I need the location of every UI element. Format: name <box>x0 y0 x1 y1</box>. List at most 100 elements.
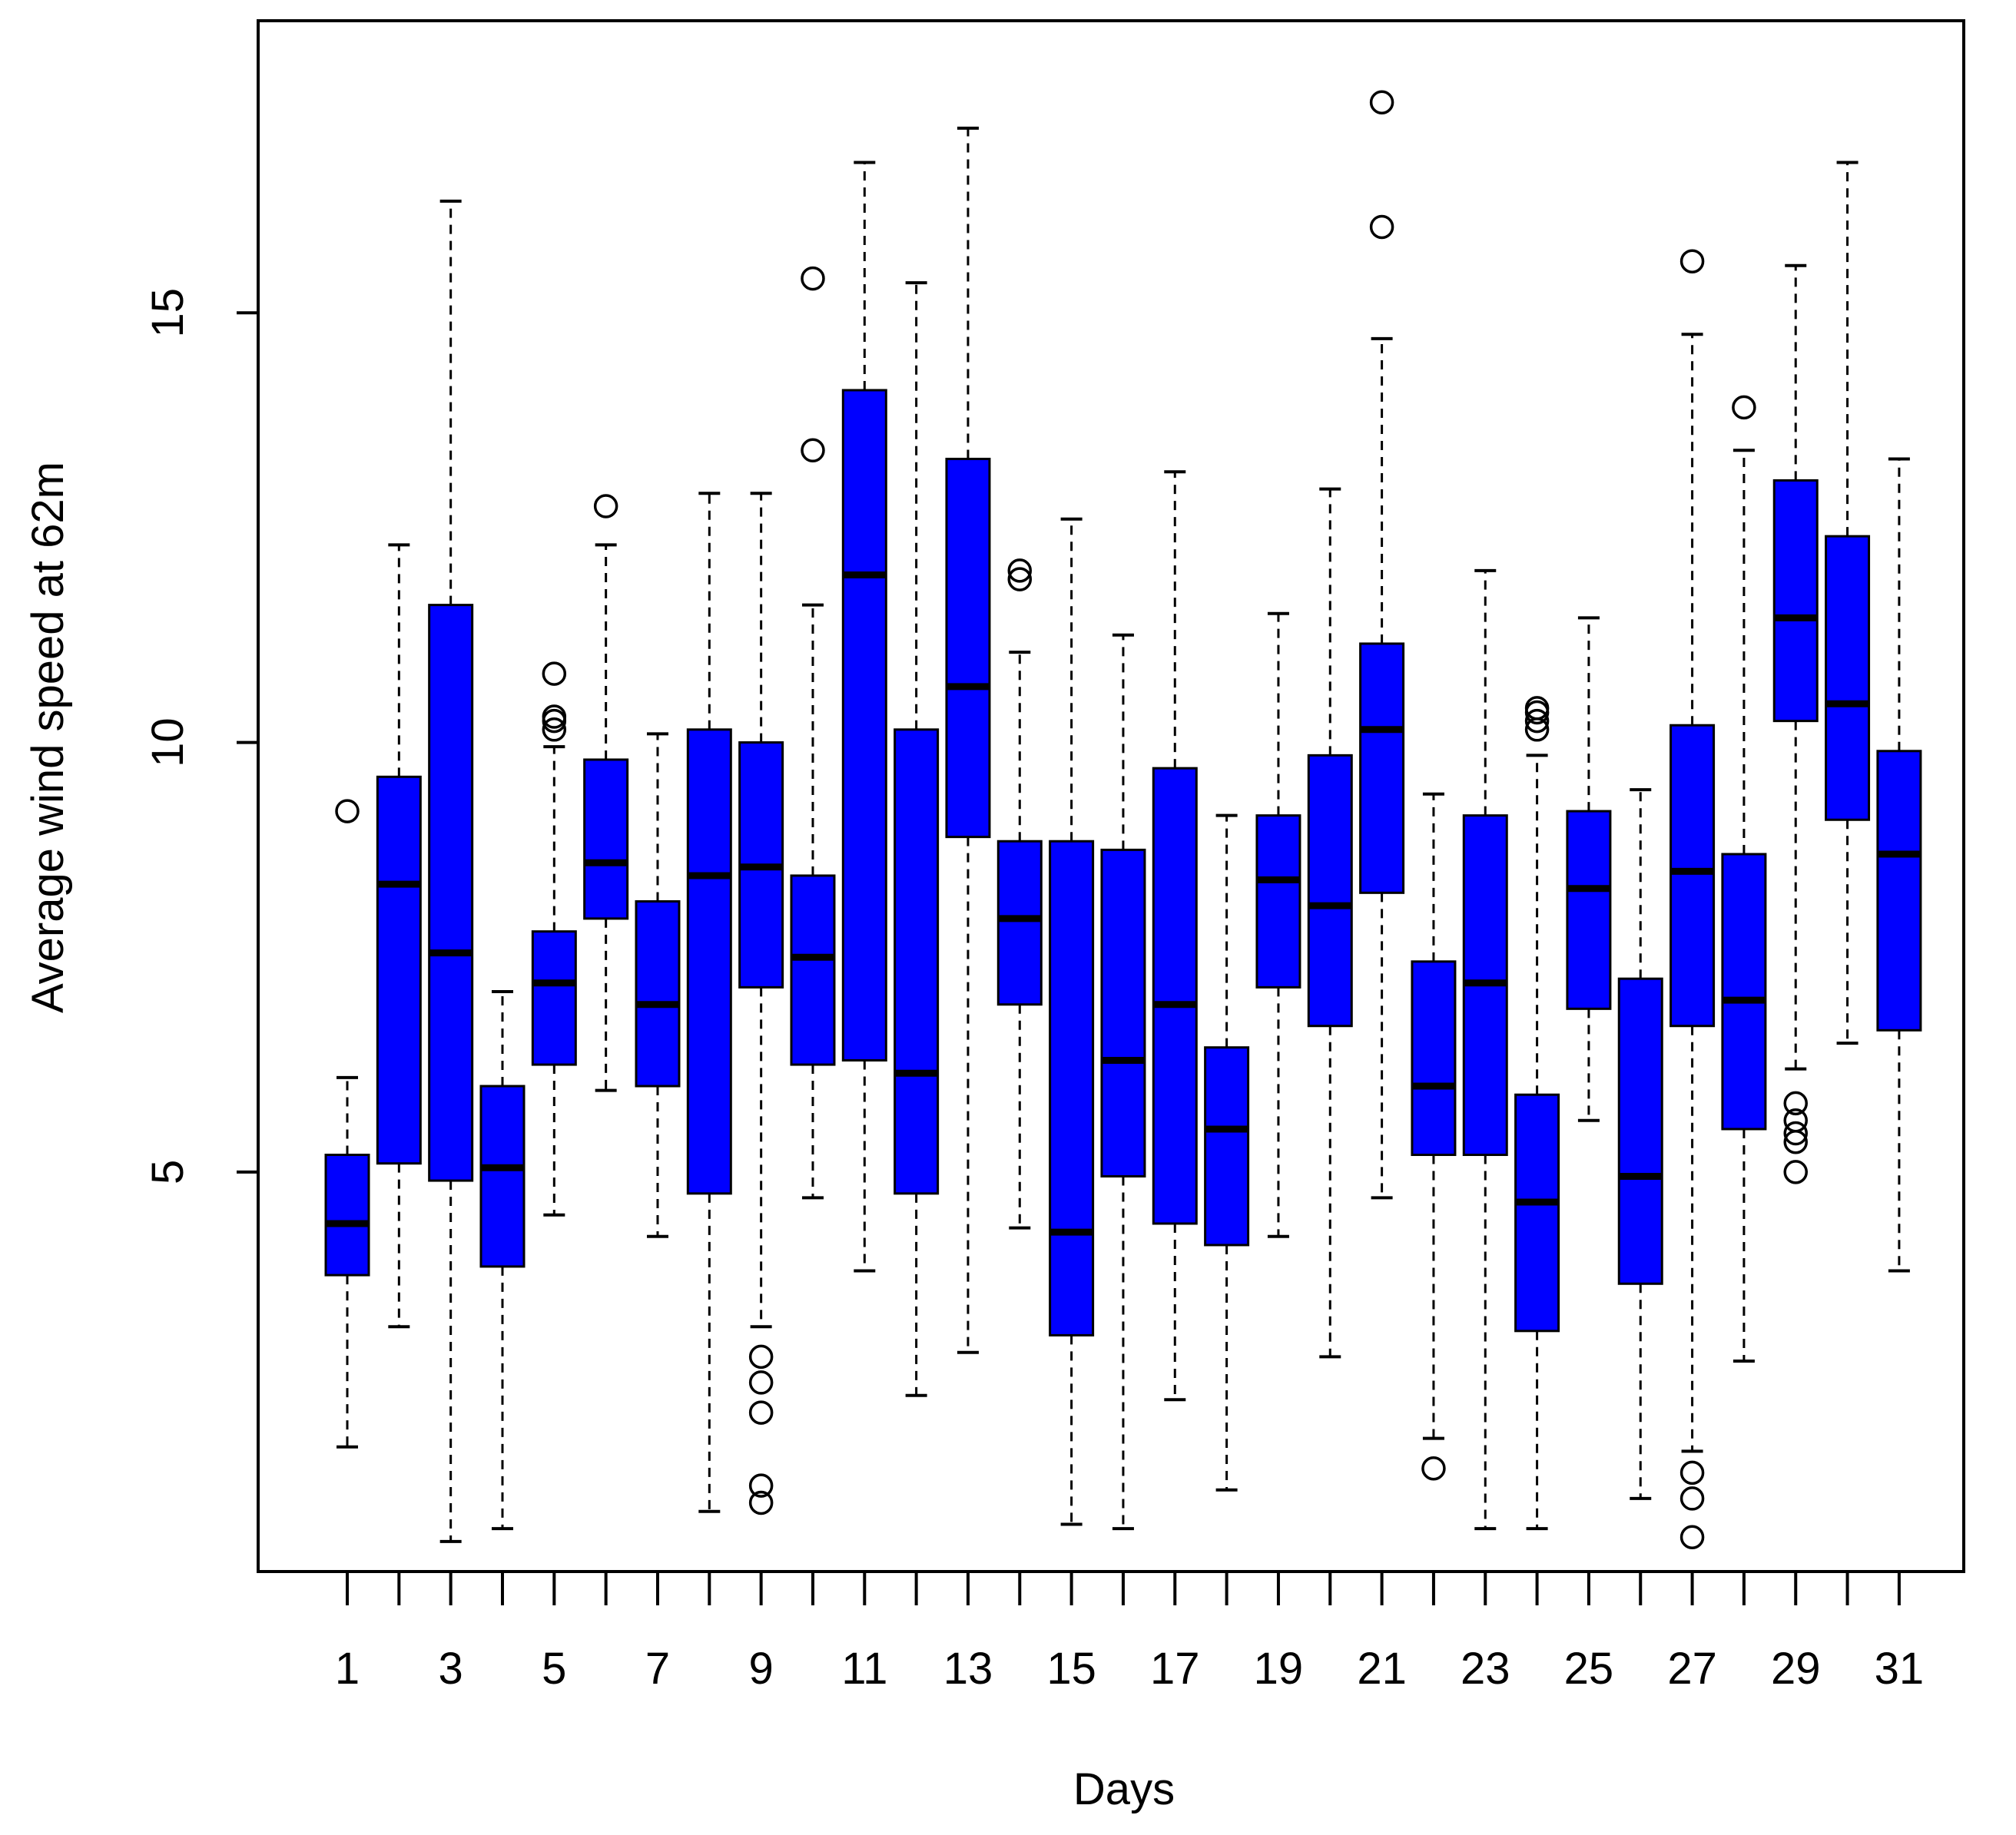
x-tick-label: 17 <box>1150 1644 1200 1694</box>
box-day-16 <box>1100 633 1146 1531</box>
outlier-point <box>801 266 825 291</box>
box-iqr <box>1411 960 1457 1156</box>
x-tick-label: 23 <box>1461 1644 1510 1694</box>
outlier-point <box>1679 1460 1705 1486</box>
box-day-19 <box>1255 611 1301 1238</box>
box-day-24 <box>1514 696 1560 1531</box>
box-iqr <box>428 604 474 1182</box>
box-iqr <box>945 457 991 839</box>
x-tick-label: 19 <box>1254 1644 1304 1694</box>
box-iqr <box>1617 977 1663 1285</box>
box-day-7 <box>635 732 681 1238</box>
box-iqr <box>1772 479 1819 723</box>
box-iqr <box>376 775 422 1165</box>
outlier-point <box>593 494 618 518</box>
box-iqr <box>1721 853 1767 1131</box>
box-iqr <box>1100 848 1146 1178</box>
x-axis-title: Days <box>1073 1764 1175 1814</box>
y-axis: 5 10 15 <box>143 288 258 1184</box>
outlier-point <box>748 1473 774 1498</box>
x-tick-label: 21 <box>1357 1644 1407 1694</box>
box-iqr <box>1825 535 1871 821</box>
x-tick-label: 5 <box>542 1644 566 1694</box>
box-day-8 <box>686 492 732 1513</box>
outlier-point <box>1679 1525 1705 1550</box>
box-iqr <box>583 758 629 920</box>
x-tick-label: 31 <box>1875 1644 1925 1694</box>
box-day-13 <box>945 126 991 1354</box>
box-day-17 <box>1152 470 1198 1402</box>
outlier-point <box>542 717 567 742</box>
box-day-23 <box>1462 568 1508 1531</box>
outlier-point <box>1783 1160 1808 1184</box>
x-axis: 1 3 5 7 9 11 13 15 17 19 21 23 25 27 29 31 <box>335 1572 1924 1694</box>
x-tick-label: 27 <box>1667 1644 1717 1694</box>
box-iqr <box>996 840 1043 1006</box>
box-series <box>324 90 1922 1550</box>
box-iqr <box>841 389 887 1062</box>
outlier-point <box>1524 708 1550 734</box>
box-iqr <box>531 930 577 1066</box>
outlier-point <box>1369 214 1394 240</box>
y-tick-label: 15 <box>143 288 193 338</box>
x-tick-label: 29 <box>1771 1644 1821 1694</box>
box-day-15 <box>1049 517 1095 1526</box>
box-day-4 <box>479 989 526 1531</box>
plot-frame <box>257 19 1965 1573</box>
outlier-point <box>748 1400 774 1425</box>
box-iqr <box>1307 754 1353 1028</box>
outlier-point <box>542 704 567 729</box>
x-tick-label: 9 <box>749 1644 774 1694</box>
box-iqr <box>324 1153 370 1277</box>
box-day-12 <box>894 281 940 1397</box>
box-iqr <box>686 728 732 1195</box>
outlier-point <box>1524 696 1550 720</box>
box-day-2 <box>376 543 422 1329</box>
box-day-20 <box>1307 487 1353 1359</box>
box-iqr <box>1876 750 1922 1032</box>
outlier-point <box>542 661 567 686</box>
box-iqr <box>1566 810 1612 1010</box>
box-day-22 <box>1411 792 1457 1481</box>
box-day-18 <box>1204 813 1250 1492</box>
box-iqr <box>479 1085 526 1268</box>
outlier-point <box>1783 1108 1808 1133</box>
outlier-point <box>1783 1121 1808 1146</box>
box-day-5 <box>531 661 577 1217</box>
box-day-26 <box>1617 788 1663 1500</box>
outlier-point <box>1007 558 1033 583</box>
outlier-point <box>748 1370 774 1395</box>
x-tick-label: 15 <box>1046 1644 1096 1694</box>
box-day-30 <box>1825 161 1871 1045</box>
box-day-21 <box>1359 90 1405 1200</box>
x-tick-label: 13 <box>943 1644 993 1694</box>
box-day-29 <box>1772 263 1819 1184</box>
x-tick-label: 7 <box>645 1644 670 1694</box>
box-iqr <box>1514 1093 1560 1333</box>
box-day-25 <box>1566 616 1612 1122</box>
x-tick-label: 1 <box>335 1644 360 1694</box>
outlier-point <box>1732 395 1756 420</box>
box-day-31 <box>1876 457 1922 1273</box>
box-iqr <box>635 900 681 1088</box>
x-tick-label: 3 <box>439 1644 463 1694</box>
box-day-9 <box>738 492 784 1515</box>
box-iqr <box>1255 814 1301 989</box>
outlier-point <box>801 438 825 463</box>
box-day-27 <box>1670 249 1716 1550</box>
outlier-point <box>1679 249 1705 273</box>
y-tick-label: 10 <box>143 717 193 767</box>
box-iqr <box>1359 642 1405 894</box>
box-iqr <box>1670 724 1716 1028</box>
box-day-28 <box>1721 395 1767 1363</box>
box-day-3 <box>428 199 474 1543</box>
box-iqr <box>1152 767 1198 1225</box>
outlier-point <box>748 1490 774 1515</box>
x-tick-label: 11 <box>841 1644 887 1694</box>
box-day-14 <box>996 558 1043 1230</box>
outlier-point <box>1679 1486 1705 1511</box>
box-day-10 <box>790 266 836 1200</box>
box-iqr <box>1049 840 1095 1337</box>
box-iqr <box>894 728 940 1195</box>
